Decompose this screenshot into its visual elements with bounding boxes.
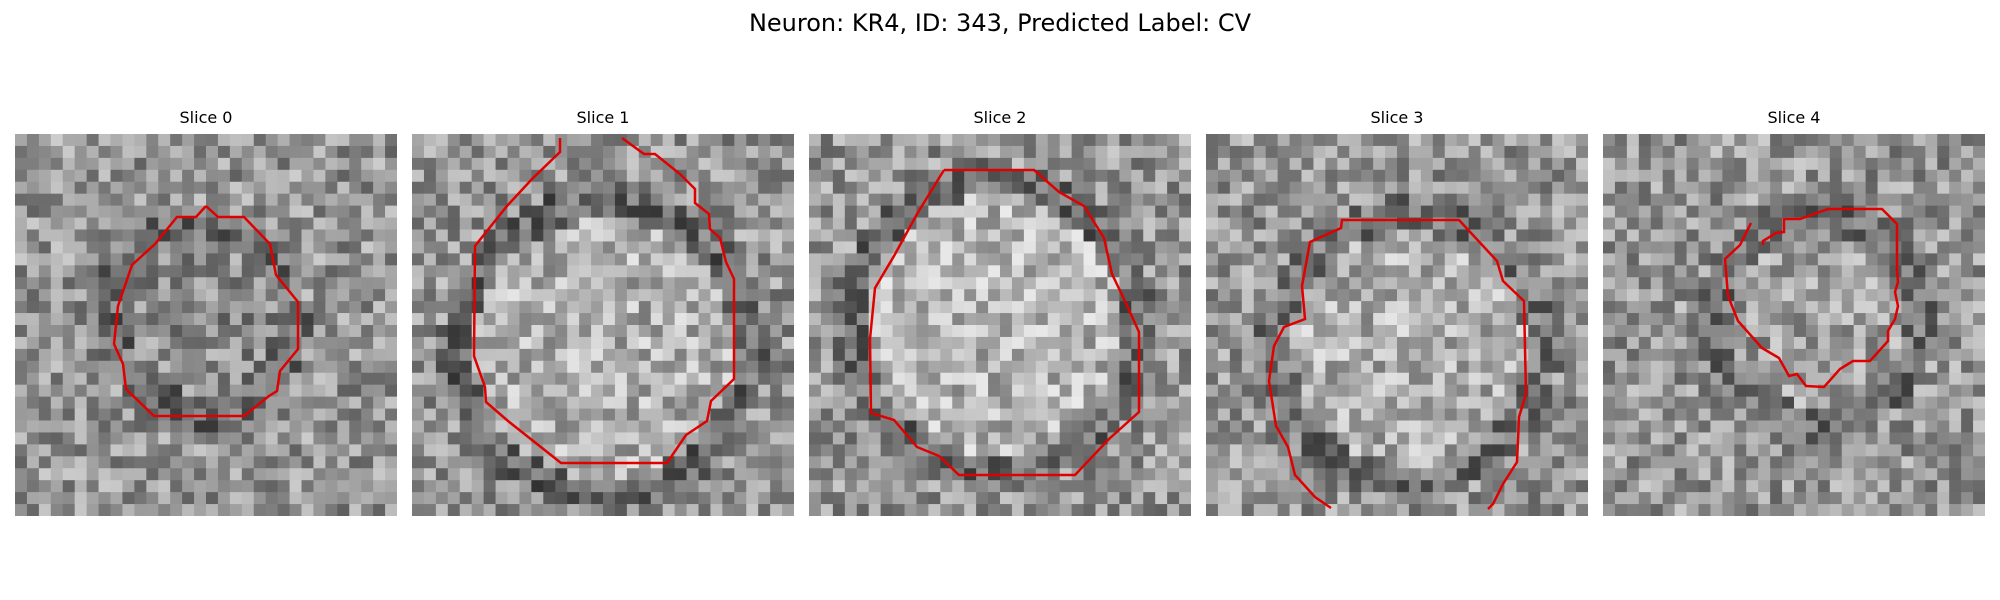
slice-title: Slice 2 [973, 108, 1027, 127]
noise-texture [809, 134, 1191, 516]
contour-outline [472, 136, 736, 465]
contour-outline [1267, 218, 1528, 510]
contour-outline [1723, 207, 1900, 389]
slice-panel-1: Slice 1 [412, 108, 794, 516]
slice-panel-4: Slice 4 [1603, 108, 1985, 516]
slice-title: Slice 4 [1767, 108, 1821, 127]
figure-title: Neuron: KR4, ID: 343, Predicted Label: C… [748, 9, 1252, 37]
slice-image [809, 134, 1191, 516]
noise-texture [1206, 134, 1588, 516]
noise-texture [1603, 134, 1985, 516]
slice-image [412, 134, 794, 516]
contour-outline [112, 205, 300, 418]
noise-texture [15, 134, 397, 516]
slice-image [1206, 134, 1588, 516]
slice-title: Slice 1 [576, 108, 630, 127]
contour-outline [868, 168, 1141, 477]
noise-texture [412, 134, 794, 516]
slice-title: Slice 0 [179, 108, 233, 127]
slice-image [1603, 134, 1985, 516]
slice-image [15, 134, 397, 516]
slice-panel-2: Slice 2 [809, 108, 1191, 516]
slice-panel-3: Slice 3 [1206, 108, 1588, 516]
slice-title: Slice 3 [1370, 108, 1424, 127]
slice-panel-0: Slice 0 [15, 108, 397, 516]
